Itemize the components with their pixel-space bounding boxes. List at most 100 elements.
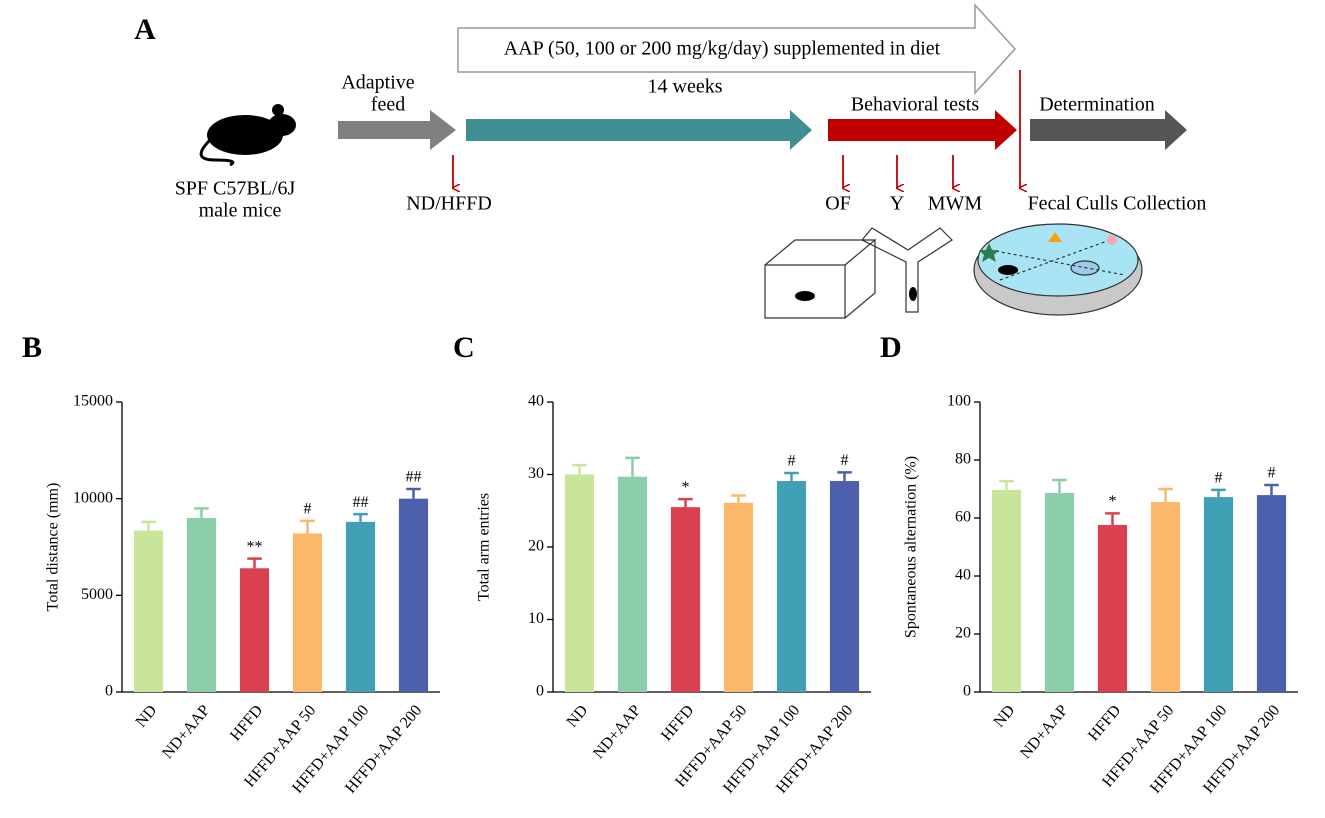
x-tick-label: ND <box>990 702 1018 731</box>
y-tick-label: 5000 <box>81 586 113 603</box>
y-tick-label: 10000 <box>73 489 113 506</box>
bar <box>991 489 1022 692</box>
x-tick-label: HFFD <box>227 702 266 744</box>
diet-text: ND/HFFD <box>406 193 492 215</box>
bar <box>670 507 701 692</box>
y-tick-label: 80 <box>955 451 971 468</box>
error-bar <box>1052 478 1067 494</box>
bar <box>564 474 595 692</box>
significance-mark: ## <box>406 469 422 486</box>
adaptive-text: Adaptive <box>341 72 414 94</box>
test-apparatus <box>764 223 1143 319</box>
panel-label: A <box>134 13 156 46</box>
y-tick-label: 100 <box>947 393 971 410</box>
significance-mark: * <box>682 479 690 496</box>
adaptive-arrow <box>338 110 456 150</box>
x-tick-label: ND <box>132 702 160 731</box>
x-tick-label: HFFD <box>1085 702 1124 744</box>
x-tick-label: ND+AAP <box>159 702 213 762</box>
significance-mark: # <box>1268 465 1276 482</box>
y-tick-label: 40 <box>528 393 544 410</box>
bar <box>1044 493 1075 692</box>
test-text: OF <box>825 193 851 215</box>
collection-text: Fecal Culls Collection <box>1028 193 1207 215</box>
error-bar <box>300 519 315 534</box>
significance-mark: # <box>1215 470 1223 487</box>
error-bar <box>731 494 746 503</box>
y-tick-label: 15000 <box>73 393 113 410</box>
error-bar <box>194 507 209 518</box>
determination-text: Determination <box>1039 94 1155 116</box>
error-bar <box>784 471 799 482</box>
mouse-icon <box>199 104 296 167</box>
error-bar <box>999 479 1014 490</box>
x-tick-label: ND+AAP <box>1017 702 1071 762</box>
x-tick-label: HFFD <box>658 702 697 744</box>
bar <box>292 533 323 692</box>
adaptive-text: feed <box>371 94 405 116</box>
error-bar <box>353 512 368 522</box>
panel-label: D <box>880 331 902 364</box>
significance-mark: ## <box>353 494 369 511</box>
bar <box>1256 495 1287 692</box>
panel-label: C <box>453 331 475 364</box>
bar <box>723 502 754 692</box>
y-axis-label: Total distance (mm) <box>45 483 62 612</box>
error-bar <box>1264 483 1279 496</box>
y-tick-label: 40 <box>955 567 971 584</box>
error-bar <box>406 487 421 499</box>
y-tick-label: 10 <box>528 610 544 627</box>
error-bar <box>1158 487 1173 503</box>
bar <box>776 481 807 692</box>
behavior-arrow <box>828 110 1017 150</box>
y-tick-label: 20 <box>955 625 971 642</box>
duration-text: 14 weeks <box>648 76 723 98</box>
y-tick-label: 20 <box>528 538 544 555</box>
mice-text: SPF C57BL/6J <box>175 178 296 200</box>
significance-mark: # <box>841 452 849 469</box>
bar <box>239 568 270 692</box>
bar <box>617 476 648 692</box>
y-tick-label: 0 <box>536 683 544 700</box>
x-tick-label: ND <box>563 702 591 731</box>
test-text: MWM <box>928 193 983 215</box>
significance-mark: ** <box>247 538 263 555</box>
bar <box>829 481 860 692</box>
x-tick-label: ND+AAP <box>590 702 644 762</box>
red-arrows <box>453 70 1020 188</box>
bar <box>1097 524 1128 692</box>
determination-arrow <box>1030 110 1187 150</box>
bar <box>186 518 217 692</box>
mice-text: male mice <box>199 200 282 222</box>
error-bar <box>837 471 852 482</box>
error-bar <box>572 463 587 475</box>
banner-text: AAP (50, 100 or 200 mg/kg/day) supplemen… <box>504 38 941 60</box>
error-bar <box>678 497 693 508</box>
y-axis-label: Spontaneous alternation (%) <box>903 456 920 638</box>
apparatus-icons <box>795 232 1117 301</box>
y-axis-label: Total arm entries <box>476 493 493 601</box>
significance-mark: # <box>304 501 312 518</box>
y-tick-label: 0 <box>963 683 971 700</box>
error-bar <box>1105 512 1120 525</box>
significance-mark: # <box>788 453 796 470</box>
panel-label: B <box>22 331 42 364</box>
error-bar <box>1211 488 1226 498</box>
error-bar <box>141 520 156 531</box>
error-bar <box>625 456 640 477</box>
error-bar <box>247 557 262 569</box>
bar <box>1150 502 1181 692</box>
test-text: Y <box>890 193 904 215</box>
bar <box>345 521 376 692</box>
bar <box>1203 497 1234 692</box>
feeding-arrow <box>466 110 812 150</box>
timeline-arrow <box>457 3 1017 95</box>
y-tick-label: 30 <box>528 465 544 482</box>
behavior-text: Behavioral tests <box>851 94 980 116</box>
significance-mark: * <box>1109 493 1117 510</box>
y-tick-label: 0 <box>105 683 113 700</box>
bar <box>133 530 164 692</box>
bar <box>398 498 429 692</box>
y-tick-label: 60 <box>955 509 971 526</box>
